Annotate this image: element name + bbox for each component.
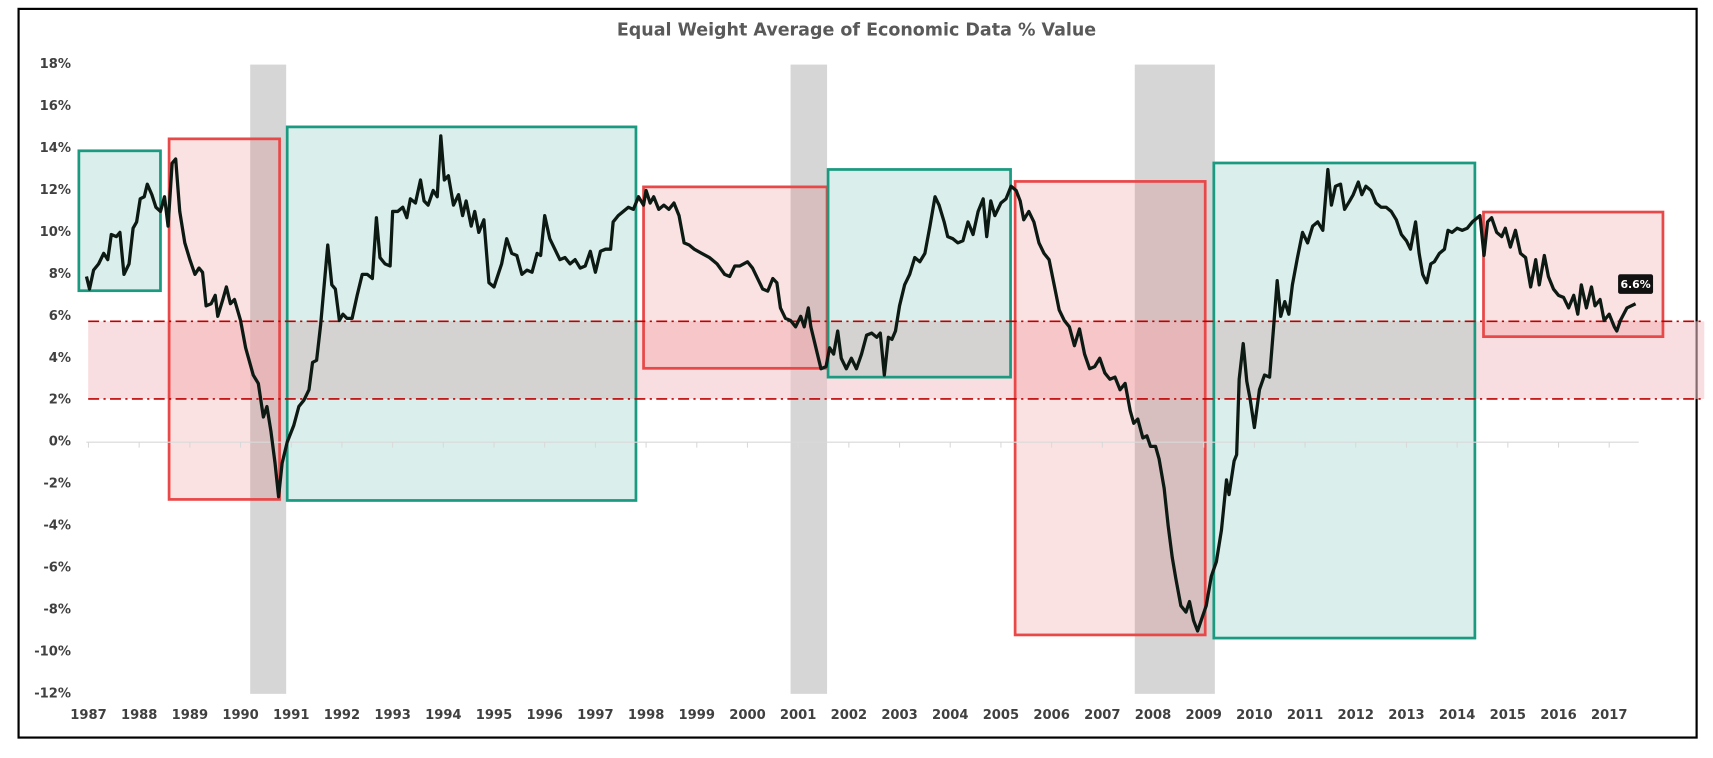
x-tick-label: 2002 (831, 708, 867, 723)
y-tick-label: -8% (43, 602, 71, 617)
x-tick-label: 2012 (1338, 708, 1374, 723)
x-tick-label: 2009 (1185, 708, 1221, 723)
x-tick-label: 2008 (1135, 708, 1171, 723)
y-tick-label: 2% (49, 393, 71, 408)
y-tick-label: 8% (49, 267, 71, 282)
x-tick-label: 2015 (1490, 708, 1526, 723)
x-tick-label: 1998 (628, 708, 664, 723)
chart-title: Equal Weight Average of Economic Data % … (617, 21, 1096, 41)
x-tick-label: 2014 (1439, 708, 1475, 723)
regime-box (167, 137, 281, 501)
y-tick-label: -2% (43, 477, 71, 492)
y-tick-label: 16% (40, 99, 71, 114)
y-tick-label: 14% (40, 141, 71, 156)
regime-box (1212, 161, 1477, 640)
y-tick-label: -6% (43, 561, 71, 576)
x-tick-label: 2013 (1388, 708, 1424, 723)
x-tick-label: 1991 (273, 708, 309, 723)
x-tick-label: 2007 (1084, 708, 1120, 723)
x-tick-label: 2011 (1287, 708, 1323, 723)
x-tick-label: 1995 (476, 708, 512, 723)
x-tick-label: 2006 (1033, 708, 1069, 723)
x-tick-label: 1996 (526, 708, 562, 723)
x-tick-label: 1999 (679, 708, 715, 723)
x-tick-label: 1993 (374, 708, 410, 723)
x-tick-label: 1994 (425, 708, 461, 723)
target-band (88, 321, 1705, 399)
y-tick-label: 4% (49, 351, 71, 366)
x-tick-label: 2016 (1540, 708, 1576, 723)
regime-box (285, 125, 638, 502)
x-tick-label: 2004 (932, 708, 968, 723)
y-tick-label: 12% (40, 183, 71, 198)
data-line (84, 134, 1637, 633)
x-tick-label: 2010 (1236, 708, 1272, 723)
regime-box (77, 149, 162, 293)
y-tick-label: -12% (34, 686, 71, 701)
end-label-box (1618, 274, 1654, 294)
x-tick-label: 1990 (222, 708, 258, 723)
y-tick-label: 18% (40, 57, 71, 72)
y-tick-label: -10% (34, 644, 71, 659)
x-tick-label: 1989 (172, 708, 208, 723)
y-tick-label: 0% (49, 435, 71, 450)
x-tick-label: 2005 (983, 708, 1019, 723)
x-tick-label: 2000 (729, 708, 765, 723)
y-tick-label: 6% (49, 309, 71, 324)
x-tick-label: 1987 (70, 708, 106, 723)
x-tick-label: 2003 (881, 708, 917, 723)
x-tick-label: 2001 (780, 708, 816, 723)
y-tick-label: -4% (43, 519, 71, 534)
regime-box (642, 185, 829, 370)
x-tick-label: 2017 (1591, 708, 1627, 723)
x-tick-label: 1997 (577, 708, 613, 723)
x-tick-label: 1992 (324, 708, 360, 723)
end-label: 6.6% (1620, 278, 1650, 291)
x-tick-label: 1988 (121, 708, 157, 723)
y-tick-label: 10% (40, 225, 71, 240)
